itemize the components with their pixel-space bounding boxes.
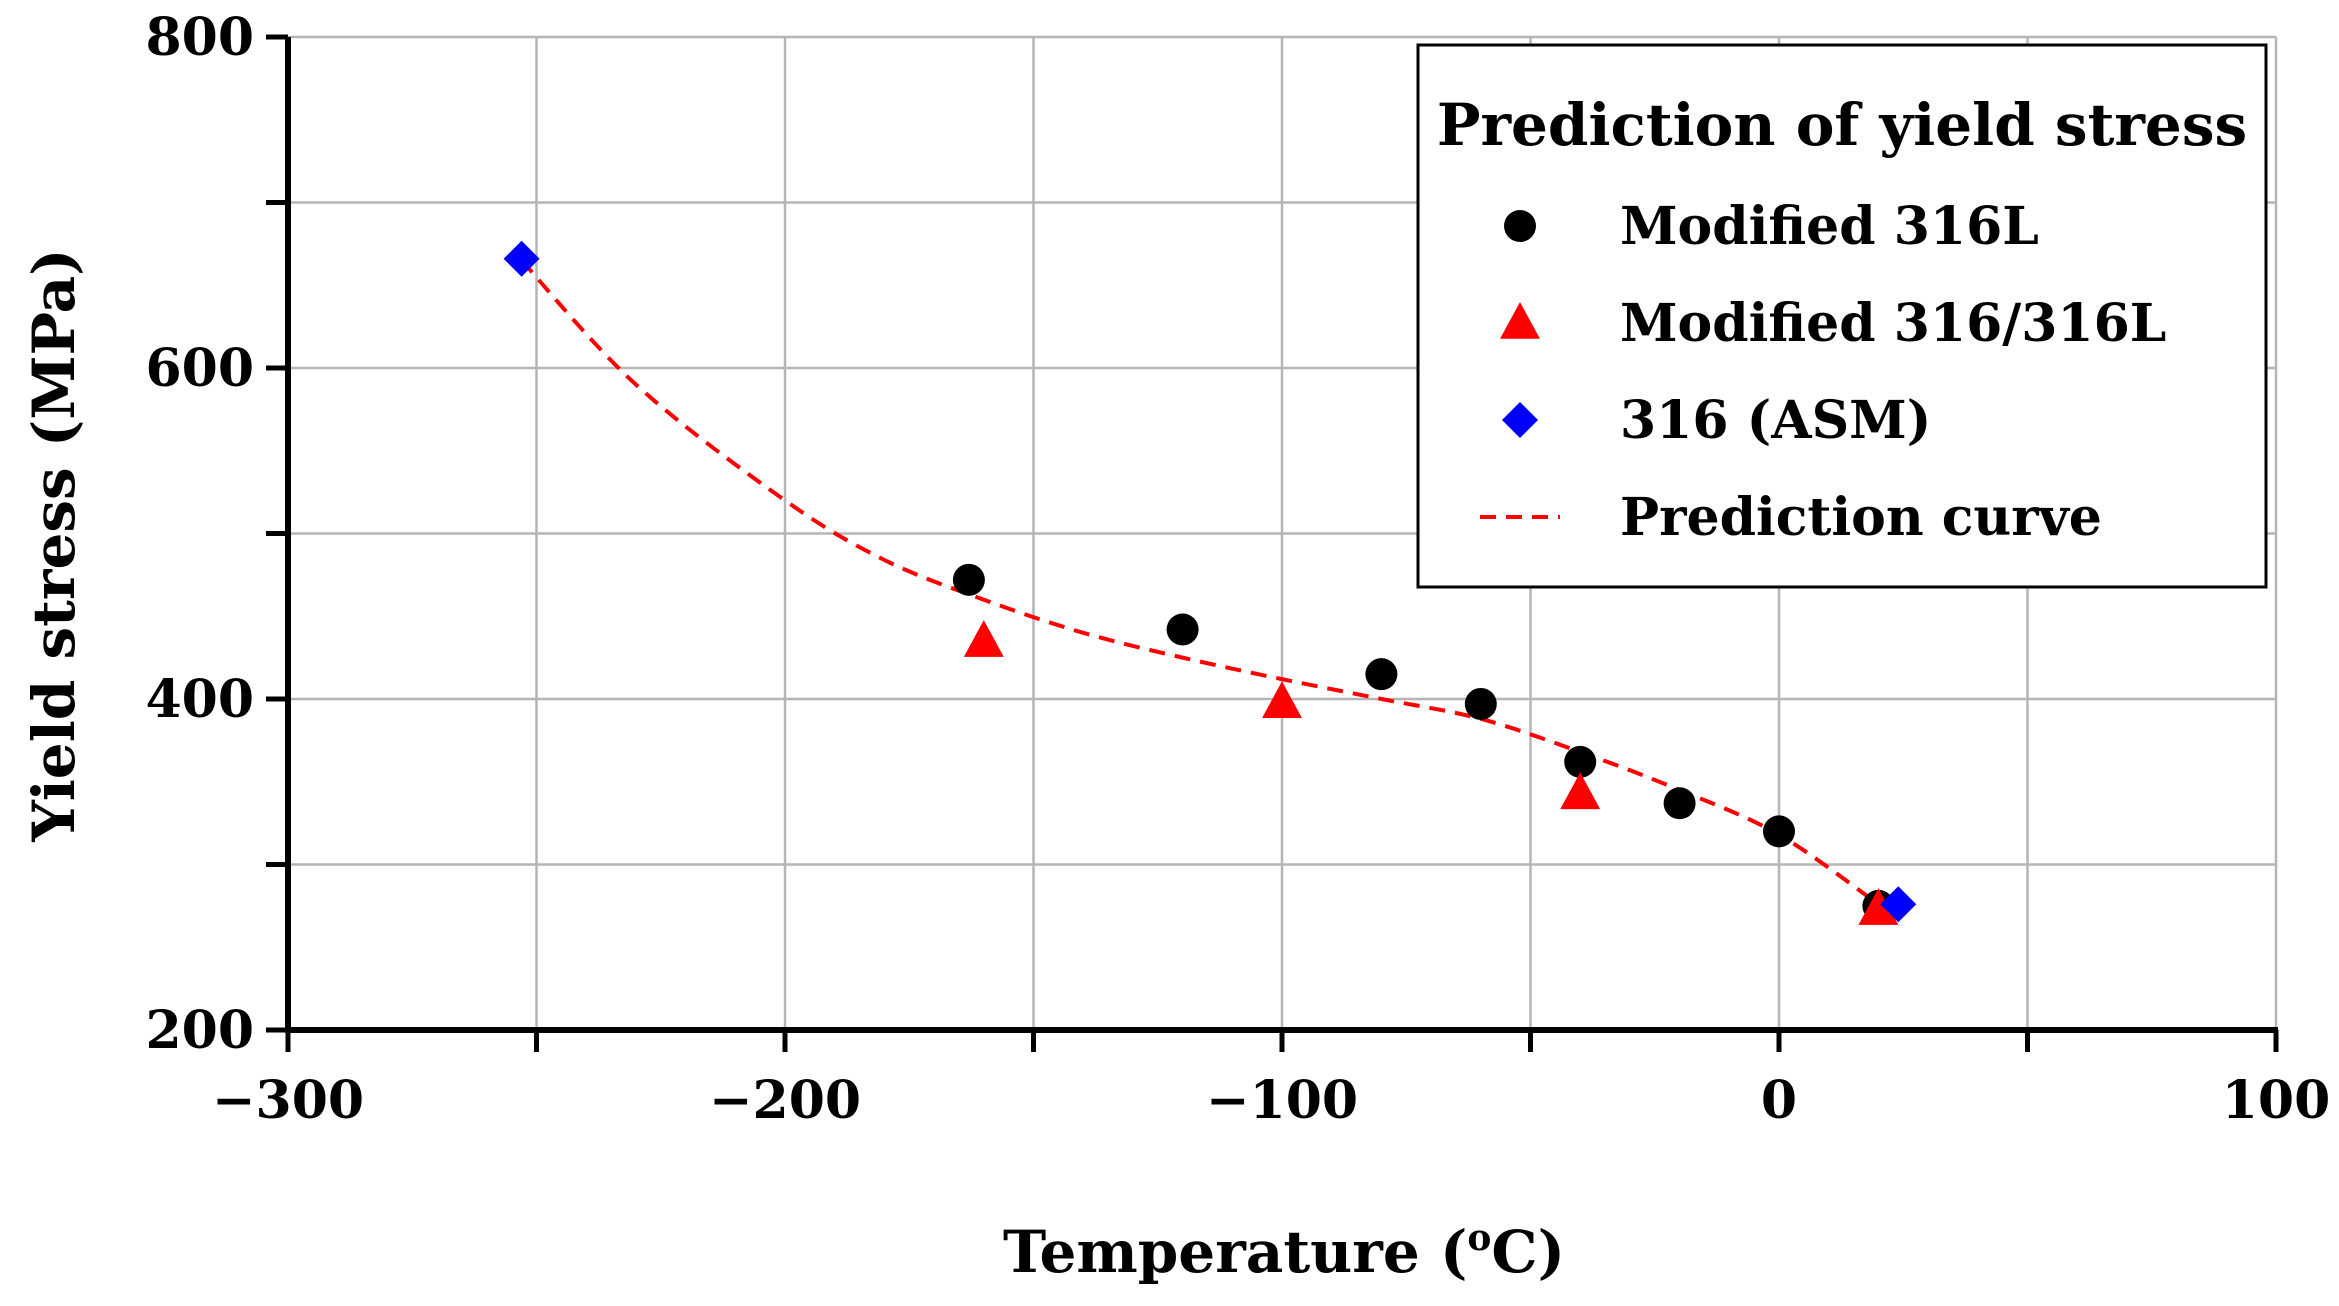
legend-swatch-circle [1504, 210, 1536, 242]
legend-swatch-triangle [1500, 302, 1540, 339]
circle-point [1365, 658, 1398, 691]
circle-point [952, 563, 985, 596]
diamond-point [1880, 886, 1917, 923]
legend-label: 316 (ASM) [1620, 390, 1931, 451]
legend-label: Modified 316/316L [1620, 293, 2166, 354]
x-tick-label: −100 [1206, 1070, 1358, 1131]
y-tick-label: 200 [145, 1000, 254, 1061]
y-tick-label: 400 [145, 669, 254, 730]
prediction-curve-layer [520, 259, 1880, 906]
legend-title: Prediction of yield stress [1437, 91, 2247, 159]
triangle-point [1560, 772, 1601, 810]
tick-labels: −300 −200 −100 0 100 200 400 600 800 [145, 7, 2330, 1131]
diamond-point [503, 240, 540, 277]
axes [266, 34, 2279, 1052]
y-tick-label: 800 [145, 7, 254, 68]
x-tick-label: −200 [709, 1070, 861, 1131]
circle-point [1663, 787, 1696, 820]
x-tick-label: −300 [212, 1070, 364, 1131]
prediction-curve [520, 259, 1880, 906]
triangle-point [963, 620, 1004, 657]
legend-label: Modified 316L [1620, 196, 2039, 257]
legend-label: Prediction curve [1620, 487, 2102, 548]
legend: Prediction of yield stress Modified 316L… [1416, 43, 2268, 589]
circle-point [1166, 613, 1199, 646]
y-tick-label: 600 [145, 338, 254, 399]
legend-box [1416, 43, 2268, 589]
y-axis-title: Yield stress (MPa) [20, 248, 88, 842]
circle-point [1763, 815, 1795, 848]
x-axis-title: Temperature (oC) [1003, 1217, 1565, 1286]
x-tick-label: 0 [1761, 1070, 1797, 1131]
circle-point [1464, 687, 1497, 720]
x-tick-label: 100 [2222, 1070, 2331, 1131]
legend-swatch-diamond [1502, 402, 1538, 438]
triangle-point [1858, 888, 1899, 925]
circle-point [1564, 745, 1597, 778]
triangle-point [1262, 681, 1302, 719]
data-points [503, 240, 1917, 925]
